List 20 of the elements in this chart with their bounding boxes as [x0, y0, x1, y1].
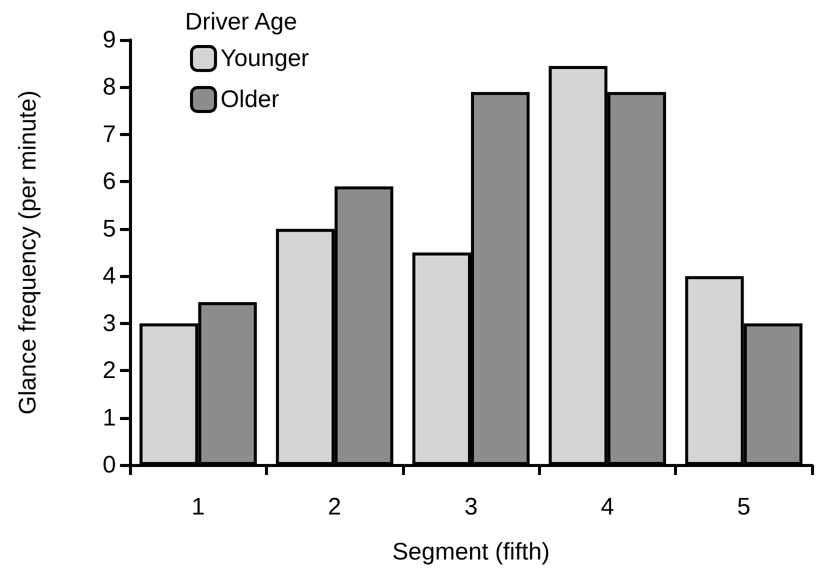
x-tick-label: 2	[328, 494, 342, 520]
x-tick-label: 5	[737, 494, 750, 520]
x-tick-label: 3	[464, 494, 478, 520]
y-tick-label: 7	[102, 120, 116, 148]
legend-label: Older	[220, 86, 280, 113]
x-tick-label: 1	[192, 494, 205, 520]
y-tick-label: 2	[102, 357, 116, 384]
y-tick-label: 3	[102, 310, 116, 337]
x-tick-label: 4	[600, 494, 614, 520]
y-tick-label: 5	[102, 215, 116, 242]
y-axis-title: Glance frequency (per minute)	[14, 90, 42, 415]
legend-label: Younger	[220, 45, 310, 72]
x-axis-title: Segment (fifth)	[392, 538, 550, 566]
y-tick-label: 8	[102, 74, 116, 101]
y-tick-label: 1	[102, 404, 116, 432]
y-tick-label: 0	[102, 452, 116, 478]
y-tick-label: 6	[102, 168, 116, 196]
y-tick-label: 4	[102, 262, 116, 290]
legend-title: Driver Age	[185, 8, 298, 36]
y-tick-label: 9	[102, 26, 116, 54]
